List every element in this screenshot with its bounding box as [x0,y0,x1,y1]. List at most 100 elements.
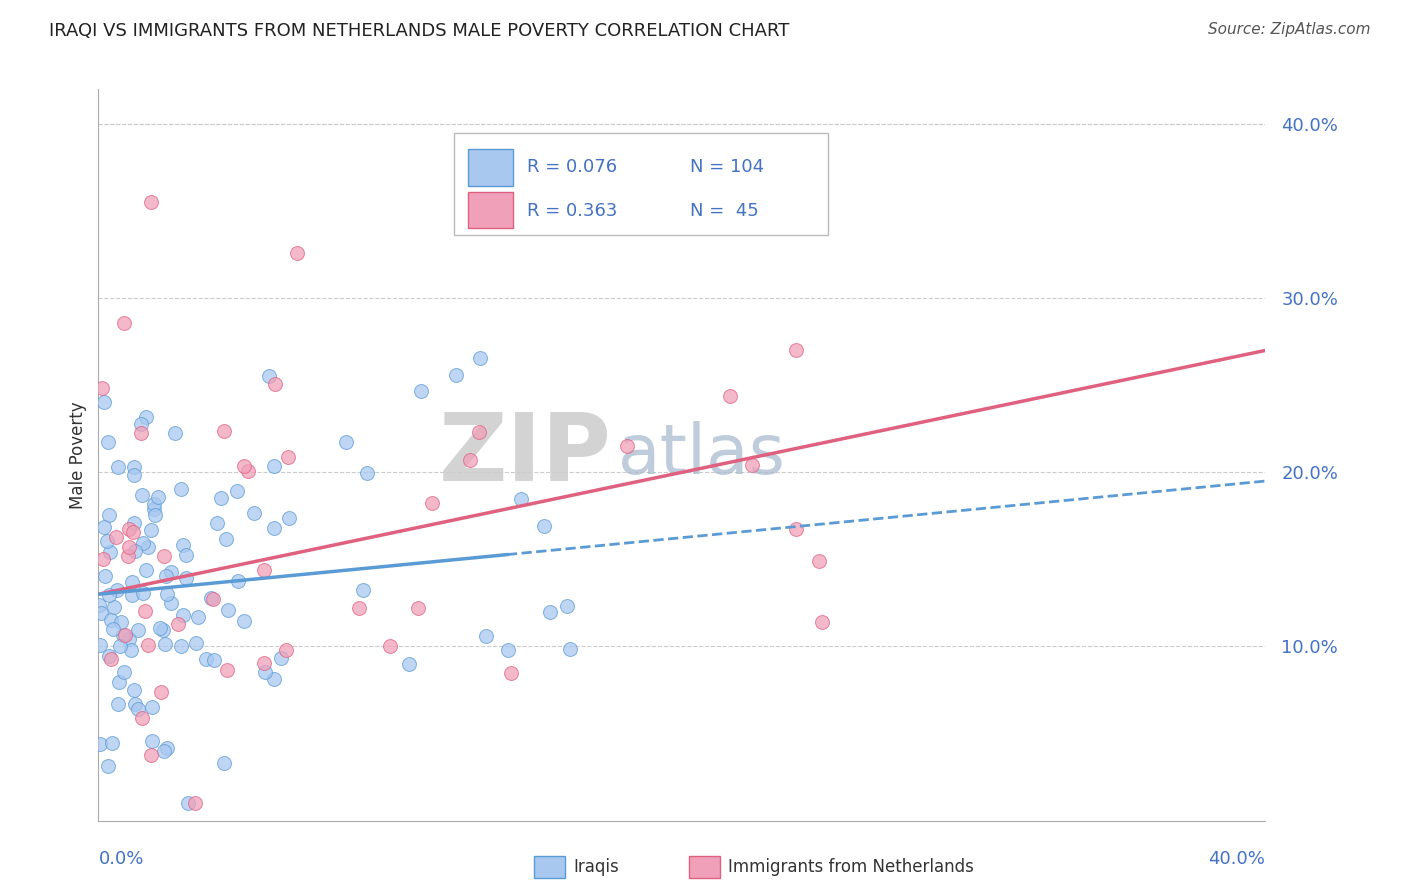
Point [135,409,157,424]
Point [136,541,159,555]
Point [121,588,143,602]
FancyBboxPatch shape [454,133,828,235]
Point [217,603,239,617]
FancyBboxPatch shape [468,149,513,186]
Point [160,595,183,609]
Point [152,549,174,564]
Point [110,615,132,629]
Text: N =  45: N = 45 [690,202,759,219]
Point [103,599,125,614]
Y-axis label: Male Poverty: Male Poverty [69,401,87,508]
Point [97,759,120,773]
Point [209,491,232,505]
Point [187,610,209,624]
Point [177,796,200,810]
Point [378,639,401,653]
Point [124,468,146,483]
Point [156,586,179,600]
Point [212,424,235,438]
Point [146,490,169,504]
Point [139,748,162,763]
Point [112,316,135,330]
Point [214,532,236,546]
Point [263,459,285,474]
Point [352,582,374,597]
Point [277,450,299,464]
Point [810,615,832,629]
Text: Immigrants from Netherlands: Immigrants from Netherlands [728,858,974,876]
Point [108,640,131,654]
Text: Source: ZipAtlas.com: Source: ZipAtlas.com [1208,22,1371,37]
Point [107,459,129,474]
Point [785,522,807,536]
Point [121,574,143,589]
Point [143,508,166,522]
Point [257,369,280,384]
Point [131,488,153,502]
Point [127,624,149,638]
Point [169,639,191,653]
Point [153,637,176,651]
Point [159,565,181,579]
Text: R = 0.363: R = 0.363 [527,202,617,219]
Point [100,652,122,666]
Point [108,675,131,690]
Point [153,744,176,758]
Text: IRAQI VS IMMIGRANTS FROM NETHERLANDS MALE POVERTY CORRELATION CHART: IRAQI VS IMMIGRANTS FROM NETHERLANDS MAL… [49,22,790,40]
Point [205,516,228,530]
Point [232,459,254,474]
Point [93,519,115,533]
Point [101,622,124,636]
Point [89,638,111,652]
Point [122,460,145,475]
Point [616,439,638,453]
Point [129,425,152,440]
Point [808,554,831,568]
Point [118,632,141,646]
Point [155,568,177,582]
Point [89,738,111,752]
Point [270,650,292,665]
Point [242,507,264,521]
Point [112,665,135,679]
Point [141,734,163,748]
Point [156,741,179,756]
Point [264,377,287,392]
Point [226,574,249,588]
Point [538,605,561,619]
Point [139,195,162,210]
Point [555,599,578,614]
Point [172,608,194,623]
Point [201,591,224,606]
Point [124,516,146,531]
FancyBboxPatch shape [689,856,720,878]
Point [510,492,533,507]
Point [183,796,205,810]
Point [105,583,128,598]
Point [138,638,160,652]
Point [460,453,482,467]
Text: atlas: atlas [617,421,786,489]
Point [254,665,277,680]
Point [236,464,259,478]
Point [202,653,225,667]
Point [100,613,122,627]
Point [121,525,143,540]
Point [96,533,118,548]
Point [253,563,276,577]
Text: N = 104: N = 104 [690,158,765,176]
Point [468,351,491,366]
Point [118,522,141,536]
Point [785,343,807,357]
Point [718,389,741,403]
Point [253,656,276,670]
Point [127,702,149,716]
Point [105,530,128,544]
Point [141,700,163,714]
Point [195,652,218,666]
Point [94,569,117,583]
Point [558,642,581,657]
Point [98,508,121,523]
Point [97,588,120,602]
FancyBboxPatch shape [468,192,513,228]
